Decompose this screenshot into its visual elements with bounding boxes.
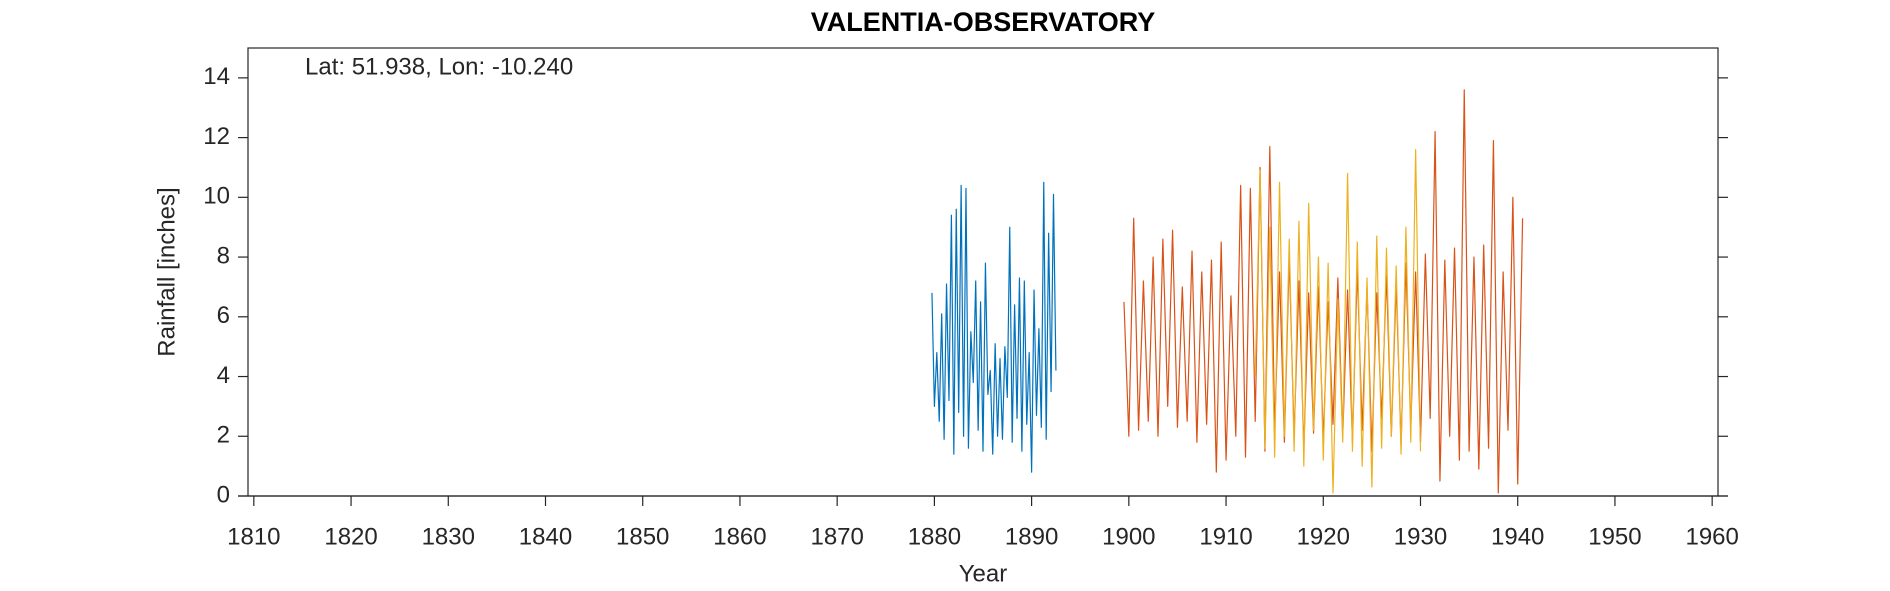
x-tick-label: 1830	[422, 523, 475, 550]
y-tick-label: 4	[217, 362, 230, 389]
x-tick-label: 1890	[1005, 523, 1058, 550]
x-tick-label: 1930	[1394, 523, 1447, 550]
x-tick-label: 1870	[810, 523, 863, 550]
x-tick-label: 1920	[1297, 523, 1350, 550]
y-tick-label: 10	[203, 183, 230, 210]
x-tick-label: 1880	[908, 523, 961, 550]
x-tick-label: 1820	[324, 523, 377, 550]
x-tick-label: 1940	[1491, 523, 1544, 550]
x-axis-label: Year	[959, 560, 1008, 587]
y-axis-label: Rainfall [inches]	[153, 187, 180, 356]
series-line	[1254, 148, 1422, 494]
x-tick-label: 1900	[1102, 523, 1155, 550]
x-tick-label: 1960	[1685, 523, 1738, 550]
y-tick-label: 12	[203, 123, 230, 150]
y-tick-label: 0	[217, 481, 230, 508]
y-tick-label: 6	[217, 302, 230, 329]
x-tick-label: 1950	[1588, 523, 1641, 550]
x-tick-label: 1860	[713, 523, 766, 550]
x-tick-label: 1850	[616, 523, 669, 550]
y-tick-label: 8	[217, 242, 230, 269]
annotation: Lat: 51.938, Lon: -10.240	[305, 53, 573, 80]
y-tick-label: 2	[217, 422, 230, 449]
chart-title: VALENTIA-OBSERVATORY	[811, 7, 1156, 37]
y-tick-label: 14	[203, 63, 230, 90]
x-tick-label: 1910	[1199, 523, 1252, 550]
x-tick-label: 1810	[227, 523, 280, 550]
series-line	[931, 181, 1057, 473]
x-tick-label: 1840	[519, 523, 572, 550]
